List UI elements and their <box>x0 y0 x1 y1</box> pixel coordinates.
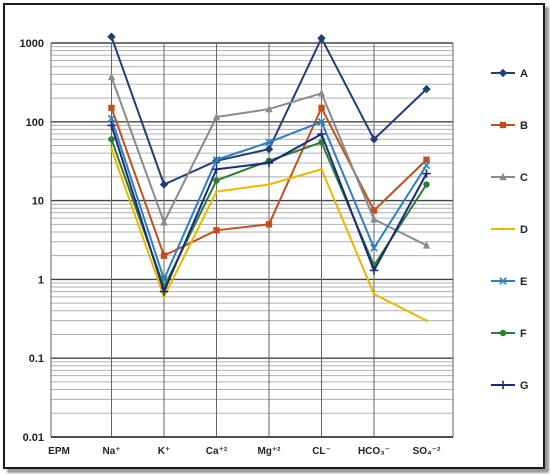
legend-label: C <box>520 172 528 184</box>
data-point <box>212 112 221 121</box>
data-point <box>499 329 507 337</box>
x-axis-categories: EPM Na⁺ K⁺ Ca⁺² Mg⁺² CL⁻ HCO₃⁻ SO₄⁻² <box>48 446 441 457</box>
data-point <box>160 252 168 259</box>
legend-label: E <box>520 276 527 288</box>
data-point <box>265 138 273 147</box>
line-chart: 0.01 0.1 1 10 100 1000 EPM Na⁺ K⁺ Ca⁺² Mg⁺² CL⁻ HCO… <box>20 32 529 457</box>
y-tick-label: 0.1 <box>29 353 44 365</box>
x-tick-label: Ca⁺² <box>206 446 228 457</box>
data-point <box>425 319 428 323</box>
x-tick-label: HCO₃⁻ <box>358 446 390 457</box>
series-d <box>110 147 428 323</box>
data-point <box>369 135 379 144</box>
data-point <box>372 292 376 296</box>
data-point <box>369 266 379 275</box>
data-point <box>370 207 378 214</box>
data-point <box>159 287 169 296</box>
x-tick-label: CL⁻ <box>312 446 331 457</box>
data-point <box>423 181 430 188</box>
data-point <box>317 129 326 139</box>
legend-item-b: B <box>491 120 528 132</box>
data-point <box>370 215 378 223</box>
data-point <box>422 84 431 94</box>
series-e <box>107 114 431 284</box>
data-point <box>422 169 431 178</box>
legend-item-c: C <box>491 172 528 184</box>
data-point <box>265 221 273 228</box>
data-point <box>499 172 507 181</box>
data-point <box>498 380 508 390</box>
data-point <box>108 104 115 112</box>
data-point <box>215 190 218 194</box>
legend-label: D <box>520 224 528 236</box>
data-point <box>370 244 378 252</box>
data-point <box>110 147 113 151</box>
data-point <box>317 118 326 126</box>
data-point <box>264 158 274 168</box>
series-lines <box>107 32 431 323</box>
data-point <box>107 121 116 130</box>
legend-label: B <box>520 120 528 132</box>
data-point <box>212 165 221 174</box>
data-point <box>108 136 115 143</box>
y-tick-label: 0.01 <box>23 432 44 444</box>
y-axis-ticks: 0.01 0.1 1 10 100 1000 <box>20 38 44 444</box>
data-point <box>317 89 326 97</box>
data-point <box>264 144 274 154</box>
data-point <box>498 68 508 78</box>
legend-item-e: E <box>491 276 527 288</box>
data-point <box>318 104 325 112</box>
data-point <box>423 156 430 163</box>
legend-label: G <box>520 380 529 392</box>
series-a <box>107 32 431 189</box>
data-point <box>501 227 505 231</box>
data-point <box>422 241 431 249</box>
series-b <box>108 104 430 259</box>
x-tick-label: Mg⁺² <box>257 446 281 457</box>
data-point <box>267 183 271 186</box>
data-point <box>212 155 221 164</box>
data-point <box>320 167 323 171</box>
data-point <box>107 32 116 41</box>
legend-label: F <box>520 328 527 340</box>
legend-item-g: G <box>491 380 529 392</box>
data-point <box>499 277 507 285</box>
data-point <box>160 218 168 226</box>
data-point <box>265 104 273 113</box>
grid-lines <box>50 42 454 438</box>
y-tick-label: 1000 <box>20 38 44 50</box>
data-point <box>162 295 166 299</box>
x-tick-label: SO₄⁻² <box>413 446 441 457</box>
data-point <box>107 114 116 123</box>
data-point <box>317 34 326 43</box>
legend: A B C D E F G <box>491 68 529 392</box>
series-c <box>107 72 431 249</box>
x-tick-label: K⁺ <box>158 446 171 457</box>
series-g <box>107 121 431 296</box>
data-point <box>159 180 169 189</box>
data-point <box>107 72 116 81</box>
chart-frame: 0.01 0.1 1 10 100 1000 EPM Na⁺ K⁺ Ca⁺² Mg⁺² CL⁻ HCO… <box>3 3 545 469</box>
legend-item-a: A <box>491 68 528 80</box>
x-tick-label: Na⁺ <box>102 446 120 457</box>
data-point <box>213 227 220 234</box>
data-point <box>499 121 507 129</box>
data-point <box>422 161 431 170</box>
legend-item-d: D <box>491 224 528 236</box>
y-tick-label: 100 <box>26 117 44 129</box>
y-tick-label: 10 <box>32 196 44 208</box>
y-tick-label: 1 <box>38 274 44 286</box>
legend-item-f: F <box>491 328 527 340</box>
data-point <box>213 177 220 184</box>
legend-label: A <box>520 68 528 80</box>
x-axis-label: EPM <box>48 446 70 457</box>
